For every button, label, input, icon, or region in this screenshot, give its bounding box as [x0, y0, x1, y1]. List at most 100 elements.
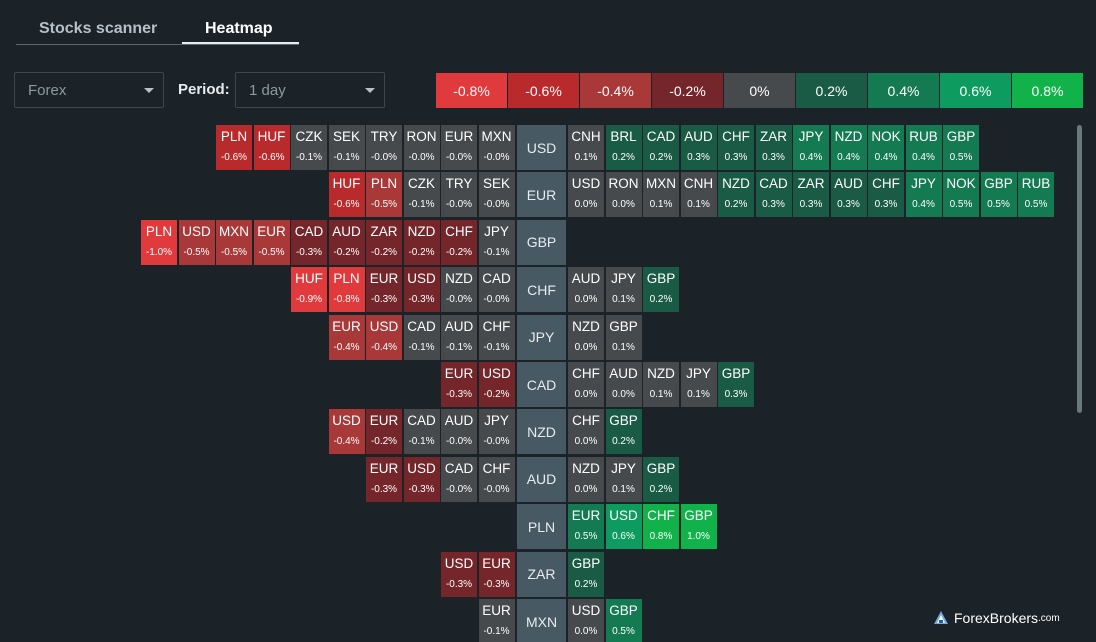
heatmap-cell[interactable]: TRY -0.0%: [366, 125, 402, 170]
heatmap-cell[interactable]: USD -0.3%: [441, 551, 477, 597]
heatmap-cell[interactable]: CHF -0.0%: [478, 456, 515, 502]
heatmap-cell[interactable]: USD 0.6%: [605, 504, 642, 550]
heatmap-cell[interactable]: EUR -0.3%: [441, 362, 477, 407]
heatmap-cell[interactable]: EUR -0.3%: [366, 267, 402, 313]
heatmap-cell[interactable]: EUR 0.5%: [568, 504, 604, 550]
heatmap-cell[interactable]: RON -0.0%: [403, 125, 440, 170]
heatmap-cell[interactable]: GBP 1.0%: [680, 504, 717, 550]
heatmap-cell[interactable]: NZD -0.0%: [441, 267, 477, 313]
base-currency[interactable]: NZD: [517, 409, 566, 455]
heatmap-cell[interactable]: JPY -0.1%: [478, 219, 515, 265]
heatmap-cell[interactable]: CNH 0.1%: [680, 172, 717, 218]
heatmap-cell[interactable]: PLN -0.6%: [216, 125, 252, 170]
heatmap-cell[interactable]: AUD -0.2%: [328, 219, 365, 265]
heatmap-cell[interactable]: HUF -0.9%: [291, 267, 327, 313]
heatmap-cell[interactable]: JPY 0.1%: [605, 456, 642, 502]
heatmap-cell[interactable]: GBP 0.5%: [605, 599, 642, 642]
heatmap-cell[interactable]: JPY 0.1%: [605, 267, 642, 313]
vertical-scrollbar[interactable]: [1077, 125, 1082, 413]
heatmap-cell[interactable]: EUR -0.0%: [441, 125, 477, 170]
heatmap-cell[interactable]: RUB 0.5%: [1018, 172, 1054, 218]
heatmap-cell[interactable]: GBP 0.5%: [980, 172, 1017, 218]
heatmap-cell[interactable]: MXN -0.5%: [216, 219, 252, 265]
heatmap-cell[interactable]: USD -0.3%: [403, 267, 440, 313]
heatmap-cell[interactable]: NOK 0.5%: [943, 172, 979, 218]
heatmap-cell[interactable]: USD 0.0%: [568, 599, 604, 642]
heatmap-cell[interactable]: NZD 0.1%: [643, 362, 679, 407]
heatmap-cell[interactable]: NZD 0.0%: [568, 456, 604, 502]
heatmap-cell[interactable]: TRY -0.0%: [441, 172, 477, 218]
base-currency[interactable]: ZAR: [517, 551, 566, 597]
heatmap-cell[interactable]: USD -0.4%: [328, 409, 365, 455]
base-currency[interactable]: JPY: [517, 314, 566, 360]
base-currency[interactable]: PLN: [517, 504, 566, 550]
tab-stocks-scanner[interactable]: Stocks scanner: [39, 20, 158, 37]
heatmap-cell[interactable]: GBP 0.5%: [943, 125, 979, 170]
heatmap-cell[interactable]: USD 0.0%: [568, 172, 604, 218]
heatmap-cell[interactable]: CHF 0.3%: [718, 125, 754, 170]
heatmap-cell[interactable]: USD -0.3%: [403, 456, 440, 502]
heatmap-cell[interactable]: SEK -0.0%: [478, 172, 515, 218]
heatmap-cell[interactable]: CHF 0.0%: [568, 409, 604, 455]
heatmap-cell[interactable]: HUF -0.6%: [253, 125, 290, 170]
base-currency[interactable]: EUR: [517, 172, 566, 218]
heatmap-cell[interactable]: AUD 0.3%: [680, 125, 717, 170]
heatmap-cell[interactable]: NZD 0.0%: [568, 314, 604, 360]
heatmap-cell[interactable]: PLN -0.8%: [328, 267, 365, 313]
heatmap-cell[interactable]: USD -0.5%: [178, 219, 215, 265]
heatmap-cell[interactable]: CHF -0.1%: [478, 314, 515, 360]
heatmap-cell[interactable]: CAD 0.2%: [643, 125, 679, 170]
heatmap-cell[interactable]: GBP 0.2%: [643, 267, 679, 313]
heatmap-cell[interactable]: CNH 0.1%: [568, 125, 604, 170]
heatmap-cell[interactable]: CHF 0.8%: [643, 504, 679, 550]
tab-heatmap[interactable]: Heatmap: [205, 20, 273, 37]
heatmap-cell[interactable]: EUR -0.3%: [366, 456, 402, 502]
heatmap-cell[interactable]: CHF -0.2%: [441, 219, 477, 265]
heatmap-cell[interactable]: ZAR -0.2%: [366, 219, 402, 265]
heatmap-cell[interactable]: ZAR 0.3%: [755, 125, 792, 170]
heatmap-cell[interactable]: USD -0.4%: [366, 314, 402, 360]
heatmap-cell[interactable]: CAD 0.3%: [755, 172, 792, 218]
heatmap-cell[interactable]: BRL 0.2%: [605, 125, 642, 170]
heatmap-cell[interactable]: MXN -0.0%: [478, 125, 515, 170]
heatmap-cell[interactable]: CZK -0.1%: [291, 125, 327, 170]
base-currency[interactable]: CAD: [517, 362, 566, 407]
heatmap-cell[interactable]: AUD 0.0%: [568, 267, 604, 313]
base-currency[interactable]: CHF: [517, 267, 566, 313]
heatmap-cell[interactable]: EUR -0.5%: [253, 219, 290, 265]
heatmap-cell[interactable]: ZAR 0.3%: [793, 172, 829, 218]
heatmap-cell[interactable]: NZD 0.2%: [718, 172, 754, 218]
heatmap-cell[interactable]: CAD -0.1%: [403, 314, 440, 360]
heatmap-cell[interactable]: EUR -0.2%: [366, 409, 402, 455]
heatmap-cell[interactable]: CHF 0.3%: [868, 172, 904, 218]
heatmap-cell[interactable]: EUR -0.3%: [478, 551, 515, 597]
heatmap-cell[interactable]: PLN -1.0%: [141, 219, 177, 265]
heatmap-cell[interactable]: JPY 0.4%: [793, 125, 829, 170]
base-currency[interactable]: MXN: [517, 599, 566, 642]
heatmap-cell[interactable]: EUR -0.1%: [478, 599, 515, 642]
heatmap-cell[interactable]: JPY 0.1%: [680, 362, 717, 407]
heatmap-cell[interactable]: JPY -0.0%: [478, 409, 515, 455]
heatmap-cell[interactable]: CHF 0.0%: [568, 362, 604, 407]
heatmap-cell[interactable]: GBP 0.2%: [643, 456, 679, 502]
heatmap-cell[interactable]: NZD 0.4%: [830, 125, 867, 170]
heatmap-cell[interactable]: RUB 0.4%: [905, 125, 942, 170]
heatmap-cell[interactable]: GBP 0.1%: [605, 314, 642, 360]
heatmap-cell[interactable]: NZD -0.2%: [403, 219, 440, 265]
heatmap-cell[interactable]: MXN 0.1%: [643, 172, 679, 218]
heatmap-cell[interactable]: HUF -0.6%: [328, 172, 365, 218]
heatmap-cell[interactable]: GBP 0.2%: [605, 409, 642, 455]
heatmap-cell[interactable]: RON 0.0%: [605, 172, 642, 218]
base-currency[interactable]: USD: [517, 125, 566, 170]
heatmap-cell[interactable]: GBP 0.2%: [568, 551, 604, 597]
market-select[interactable]: Forex: [14, 72, 164, 108]
base-currency[interactable]: AUD: [517, 456, 566, 502]
heatmap-cell[interactable]: AUD -0.1%: [441, 314, 477, 360]
heatmap-cell[interactable]: AUD 0.0%: [605, 362, 642, 407]
heatmap-cell[interactable]: CAD -0.1%: [403, 409, 440, 455]
heatmap-cell[interactable]: GBP 0.3%: [718, 362, 754, 407]
heatmap-cell[interactable]: CAD -0.0%: [441, 456, 477, 502]
heatmap-cell[interactable]: SEK -0.1%: [328, 125, 365, 170]
heatmap-cell[interactable]: AUD 0.3%: [830, 172, 867, 218]
period-select[interactable]: 1 day: [235, 72, 385, 108]
